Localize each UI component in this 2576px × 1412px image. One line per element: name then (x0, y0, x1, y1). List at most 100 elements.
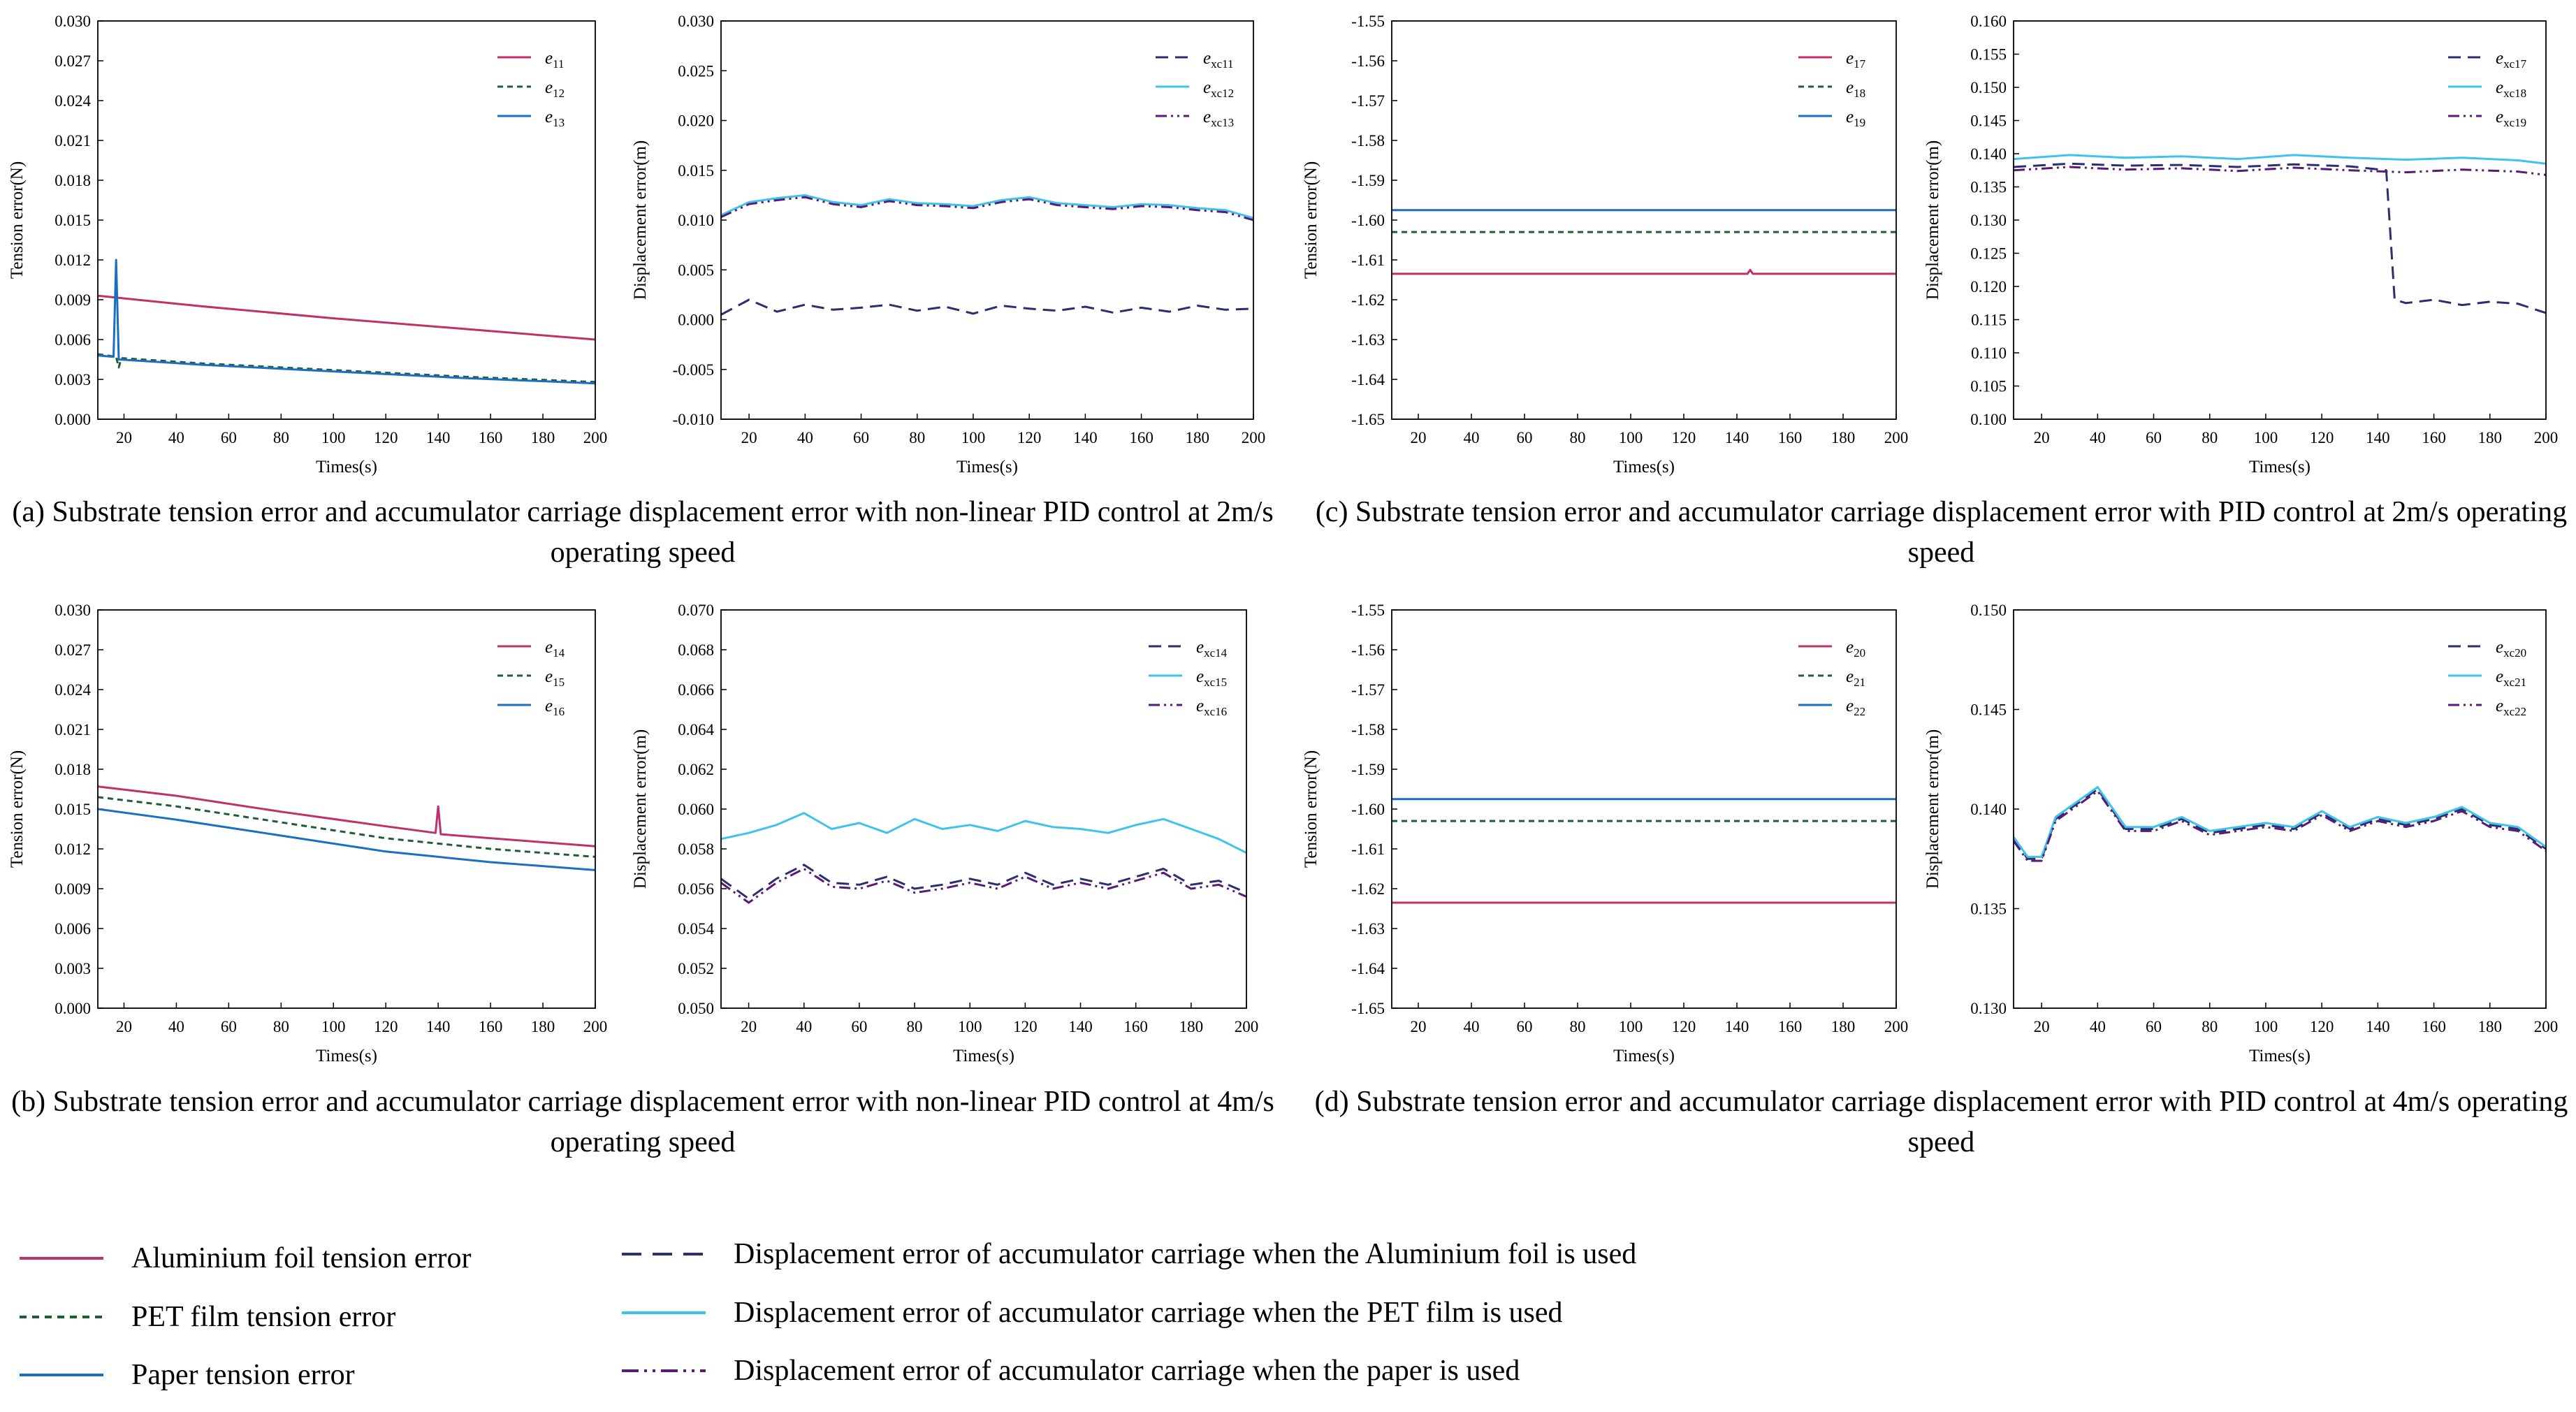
x-tick-label: 40 (2090, 1018, 2106, 1035)
y-tick-label: 0.070 (678, 602, 714, 619)
legend-label: PET film tension error (131, 1301, 396, 1333)
y-tick-label: 0.105 (1970, 378, 2007, 395)
legend-label: exc15 (1196, 667, 1227, 689)
x-tick-label: 160 (2422, 429, 2446, 446)
legend-disp-pet: Displacement error of accumulator carria… (622, 1295, 1562, 1330)
y-tick-label: -1.63 (1351, 920, 1385, 938)
x-tick-label: 60 (221, 1018, 237, 1035)
x-tick-label: 20 (741, 1018, 757, 1035)
legend-label: e12 (545, 78, 565, 100)
y-tick-label: 0.009 (54, 291, 91, 309)
y-tick-label: 0.060 (678, 801, 714, 818)
y-tick-label: -1.65 (1351, 411, 1385, 428)
x-tick-label: 20 (116, 429, 132, 446)
x-tick-label: 160 (479, 429, 503, 446)
x-tick-label: 60 (1517, 1018, 1533, 1035)
x-tick-label: 120 (1013, 1018, 1038, 1035)
x-tick-label: 100 (321, 1018, 346, 1035)
series-line-16 (98, 808, 595, 871)
y-tick-label: -1.63 (1351, 331, 1385, 349)
legend-label: exc17 (2496, 49, 2527, 71)
plot-frame (2013, 609, 2547, 1009)
caption-c: (c) Substrate tension error and accumula… (1315, 496, 2568, 569)
y-tick-label: -1.55 (1351, 602, 1385, 619)
chart-c-tension: -1.65 -1.64 -1.63 -1.62 -1.61 -1.60 -1.59 -1.58… (1302, 13, 1908, 476)
legend-label: Displacement error of accumulator carria… (734, 1238, 1637, 1270)
y-tick-label: 0.120 (1970, 278, 2007, 296)
chart-b-disp: 0.050 0.052 0.054 0.056 0.058 0.060 0.062 0.064… (631, 602, 1258, 1065)
legend-label: e18 (1846, 78, 1865, 100)
y-tick-label: 0.058 (678, 840, 714, 858)
x-tick-label: 80 (273, 1018, 289, 1035)
x-tick-label: 200 (2534, 429, 2559, 446)
chart-a-tension: 0.000 0.003 0.006 0.009 0.012 0.015 0.018 0.021… (8, 13, 607, 476)
x-tick-label: 80 (1570, 1018, 1586, 1035)
y-tick-label: 0.145 (1970, 701, 2007, 719)
plot-frame (2013, 20, 2547, 420)
legend-label: e11 (545, 49, 564, 71)
x-tick-label: 140 (426, 1018, 451, 1035)
x-tick-label: 200 (583, 429, 608, 446)
y-tick-label: 0.000 (54, 411, 91, 428)
x-tick-label: 100 (1619, 1018, 1643, 1035)
y-tick-label: 0.021 (54, 132, 91, 150)
plot-frame (720, 20, 1254, 420)
x-tick-label: 200 (1242, 429, 1266, 446)
y-tick-label: 0.015 (54, 212, 91, 229)
x-tick-label: 80 (909, 429, 925, 446)
x-axis-label: Times(s) (956, 458, 1018, 476)
x-tick-label: 80 (273, 429, 289, 446)
legend-label: e17 (1846, 49, 1866, 71)
x-tick-label: 140 (426, 429, 451, 446)
y-tick-label: 0.125 (1970, 245, 2007, 263)
series-line-15 (98, 796, 595, 858)
legend-label: exc16 (1196, 697, 1227, 718)
x-tick-label: 20 (1411, 429, 1427, 446)
legend-line-disp-pet-icon (622, 1311, 706, 1314)
caption-d: (d) Substrate tension error and accumula… (1314, 1086, 2568, 1158)
y-tick-label: 0.054 (678, 920, 714, 938)
y-tick-label: 0.155 (1970, 46, 2007, 64)
legend-label: exc13 (1203, 108, 1234, 129)
x-tick-label: 40 (168, 429, 184, 446)
x-tick-label: 60 (2146, 429, 2162, 446)
y-tick-label: -1.56 (1351, 52, 1385, 70)
legend-label: e20 (1846, 638, 1865, 660)
y-tick-label: -1.64 (1351, 371, 1385, 388)
y-axis-label: Displacement error(m) (1923, 140, 1942, 300)
legend-label: exc22 (2496, 697, 2526, 718)
series-line-xc15 (721, 812, 1246, 854)
x-tick-label: 80 (907, 1018, 923, 1035)
x-tick-label: 80 (2202, 429, 2218, 446)
x-tick-label: 200 (1235, 1018, 1259, 1035)
legend-disp-aluminium: Displacement error of accumulator carria… (622, 1237, 1636, 1272)
y-tick-label: 0.012 (54, 840, 91, 858)
x-tick-label: 160 (1129, 429, 1154, 446)
y-tick-label: 0.140 (1970, 145, 2007, 163)
y-tick-label: -1.59 (1351, 761, 1385, 778)
y-tick-label: 0.003 (54, 960, 91, 977)
y-tick-label: 0.066 (678, 681, 714, 699)
y-tick-label: 0.024 (54, 92, 91, 110)
x-tick-label: 180 (1831, 429, 1856, 446)
x-tick-label: 40 (796, 1018, 812, 1035)
y-axis-label: Displacement error(m) (1923, 729, 1942, 889)
x-tick-label: 160 (1123, 1018, 1148, 1035)
series-line-xc17 (2014, 162, 2546, 314)
y-tick-label: 0.025 (678, 62, 714, 80)
x-tick-label: 180 (1179, 1018, 1204, 1035)
y-tick-label: 0.050 (678, 1000, 714, 1017)
x-tick-label: 60 (851, 1018, 867, 1035)
plot-frame (97, 609, 596, 1009)
legend-label: exc20 (2496, 638, 2526, 660)
legend-label: exc11 (1203, 49, 1234, 71)
legend-label: Displacement error of accumulator carria… (734, 1355, 1520, 1387)
x-tick-label: 120 (1017, 429, 1042, 446)
legend-line-aluminium-icon (20, 1257, 103, 1260)
series-line-13 (98, 259, 595, 385)
legend-line-pet-icon (20, 1316, 103, 1318)
y-tick-label: -0.010 (673, 411, 714, 428)
legend-line-disp-aluminium-icon (622, 1253, 706, 1255)
y-tick-label: 0.110 (1971, 344, 2007, 362)
legend-line-disp-paper-icon (622, 1369, 706, 1372)
